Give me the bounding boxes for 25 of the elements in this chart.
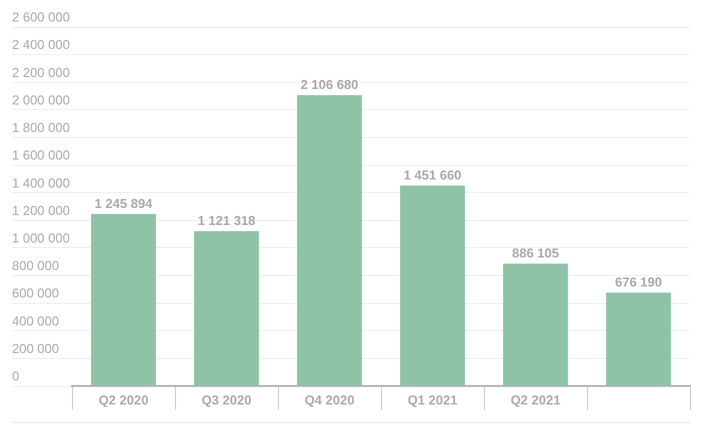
y-tick-label: 1 200 000: [12, 202, 70, 218]
y-tick-label: 2 400 000: [12, 37, 70, 52]
y-tick-label: 200 000: [12, 340, 59, 356]
data-label: 676 190: [615, 274, 662, 290]
y-tick-label: 600 000: [12, 286, 59, 301]
y-tick-label: 2 200 000: [12, 64, 70, 80]
y-tick-label: 400 000: [12, 313, 59, 328]
y-tick-label: 2 000 000: [12, 92, 70, 108]
x-tick-label: Q4 2020: [304, 392, 354, 408]
y-tick-label: 1 800 000: [12, 120, 70, 136]
y-tick-label: 1 600 000: [12, 148, 70, 163]
y-tick-label: 2 600 000: [12, 10, 70, 25]
x-tick-label: Q2 2020: [98, 392, 148, 408]
y-tick-label: 0: [12, 368, 20, 384]
data-label: 1 245 894: [94, 196, 154, 212]
data-label: 2 106 680: [300, 77, 358, 92]
y-tick-label: 800 000: [12, 258, 59, 274]
y-tick-label: 1 000 000: [12, 230, 70, 246]
y-tick-label: 1 400 000: [12, 175, 70, 190]
data-label: 886 105: [512, 246, 559, 261]
x-tick-label: Q3 2020: [202, 392, 252, 408]
x-tick-label: Q2 2021: [510, 392, 560, 408]
data-label: 1 121 318: [198, 213, 256, 228]
x-tick-label: Q1 2021: [408, 392, 458, 408]
data-label: 1 451 660: [404, 168, 462, 183]
